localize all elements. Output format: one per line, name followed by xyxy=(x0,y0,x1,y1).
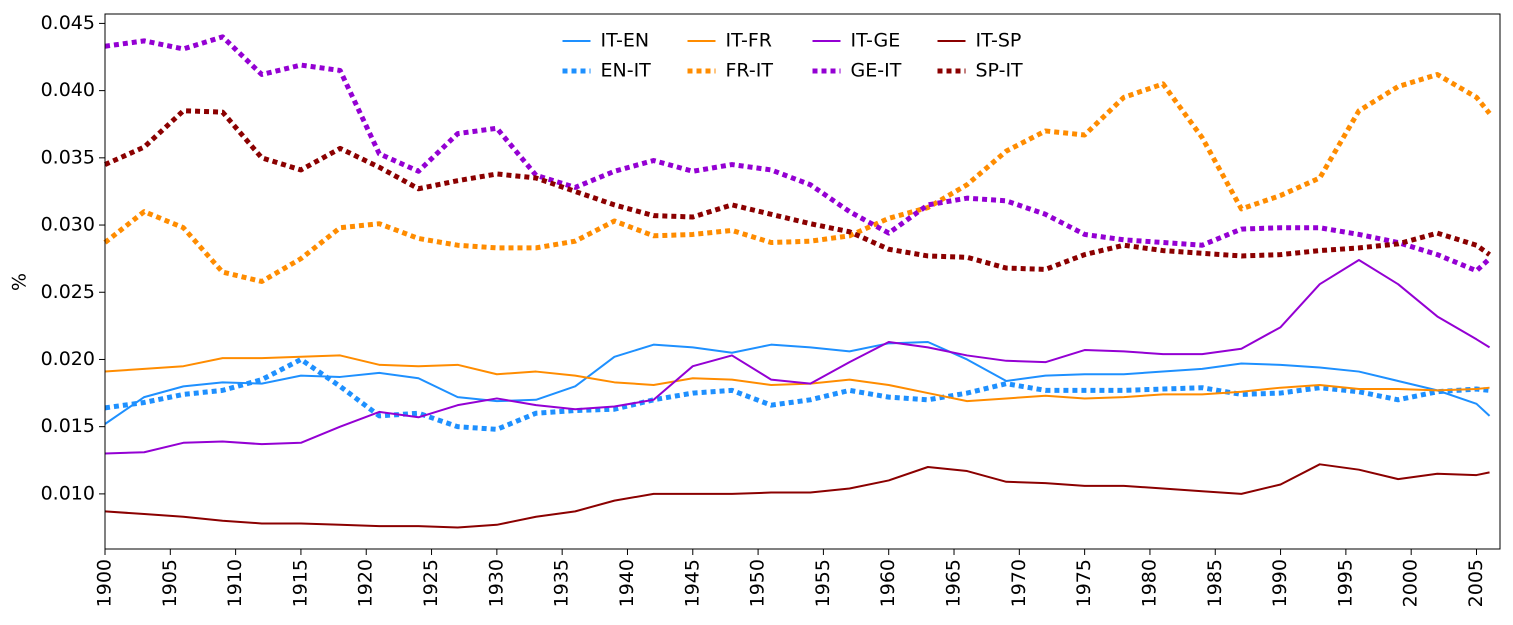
series-line xyxy=(103,108,1492,272)
y-tick-label: 0.015 xyxy=(41,415,95,437)
x-tick-label: 1925 xyxy=(420,559,442,607)
x-tick-label: 1960 xyxy=(877,559,899,607)
x-tick-label: 1920 xyxy=(355,559,377,607)
y-tick-label: 0.010 xyxy=(41,482,95,504)
x-tick-label: 1955 xyxy=(812,559,834,607)
x-tick-label: 1945 xyxy=(681,559,703,607)
x-tick-label: 1985 xyxy=(1204,559,1226,607)
legend-label: FR-IT xyxy=(726,60,774,82)
x-tick-label: 1975 xyxy=(1073,559,1095,607)
y-axis-label: % xyxy=(9,273,31,291)
y-tick-label: 0.040 xyxy=(41,79,95,101)
legend-label: IT-GE xyxy=(851,30,901,52)
series-line xyxy=(104,340,1491,425)
x-tick-label: 1910 xyxy=(224,559,246,607)
plot-area xyxy=(105,14,1500,549)
series-line xyxy=(104,34,1492,274)
series-line xyxy=(104,258,1491,455)
x-tick-label: 1900 xyxy=(94,559,116,607)
series-line xyxy=(104,463,1490,529)
y-tick-label: 0.025 xyxy=(41,281,95,303)
x-tick-label: 1915 xyxy=(289,559,311,607)
series-line xyxy=(103,71,1492,284)
y-tick-label: 0.020 xyxy=(41,348,95,370)
legend-label: IT-EN xyxy=(601,30,650,52)
y-tick-label: 0.035 xyxy=(41,146,95,168)
x-tick-label: 1950 xyxy=(747,559,769,607)
legend-label: EN-IT xyxy=(601,60,652,82)
x-tick-label: 1935 xyxy=(551,559,573,607)
x-tick-label: 2000 xyxy=(1400,559,1422,607)
x-tick-label: 1940 xyxy=(616,559,638,607)
x-tick-label: 1995 xyxy=(1334,559,1356,607)
legend-label: IT-SP xyxy=(976,30,1022,52)
x-tick-label: 1930 xyxy=(485,559,507,607)
x-tick-label: 1905 xyxy=(159,559,181,607)
y-tick-label: 0.030 xyxy=(41,214,95,236)
x-tick-label: 1970 xyxy=(1008,559,1030,607)
legend-label: IT-FR xyxy=(726,30,772,52)
x-tick-label: 2005 xyxy=(1465,559,1487,607)
x-tick-label: 1980 xyxy=(1138,559,1160,607)
plot-frame xyxy=(104,13,1501,550)
x-tick-label: 1990 xyxy=(1269,559,1291,607)
series-line xyxy=(104,356,1490,432)
x-tick-label: 1965 xyxy=(943,559,965,607)
y-tick-label: 0.045 xyxy=(41,12,95,34)
legend-label: GE-IT xyxy=(851,60,902,82)
legend-label: SP-IT xyxy=(976,60,1024,82)
